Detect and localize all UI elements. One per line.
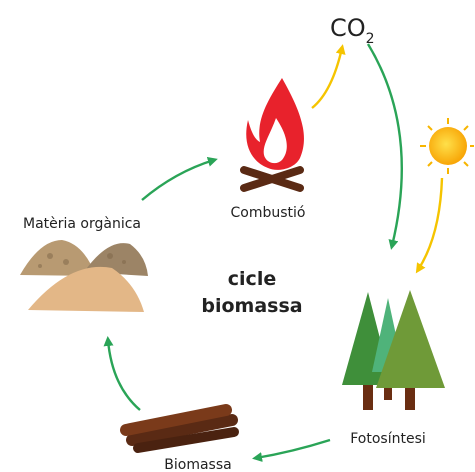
biomass-label: Biomassa — [164, 457, 231, 472]
co2-subscript: 2 — [366, 31, 375, 47]
photosynthesis-label: Fotosíntesi — [350, 431, 426, 447]
center-label: cicle — [228, 268, 276, 290]
center-label: biomassa — [201, 295, 302, 317]
fire-icon — [240, 78, 304, 192]
trees-icon — [342, 290, 445, 410]
arrow — [103, 336, 141, 411]
logs-icon — [120, 404, 239, 453]
arrows — [103, 43, 444, 462]
co2-text: CO — [330, 14, 366, 42]
organic-matter-label: Matèria orgànica — [23, 216, 141, 232]
arrow — [141, 156, 218, 201]
arrow — [311, 44, 346, 109]
arrow — [366, 43, 403, 250]
sun-icon — [420, 118, 474, 174]
co2-label: CO2 — [330, 14, 375, 47]
arrow — [252, 438, 331, 462]
arrow — [415, 177, 444, 274]
combustion-label: Combustió — [231, 205, 306, 221]
organic-matter-icon — [20, 240, 148, 312]
